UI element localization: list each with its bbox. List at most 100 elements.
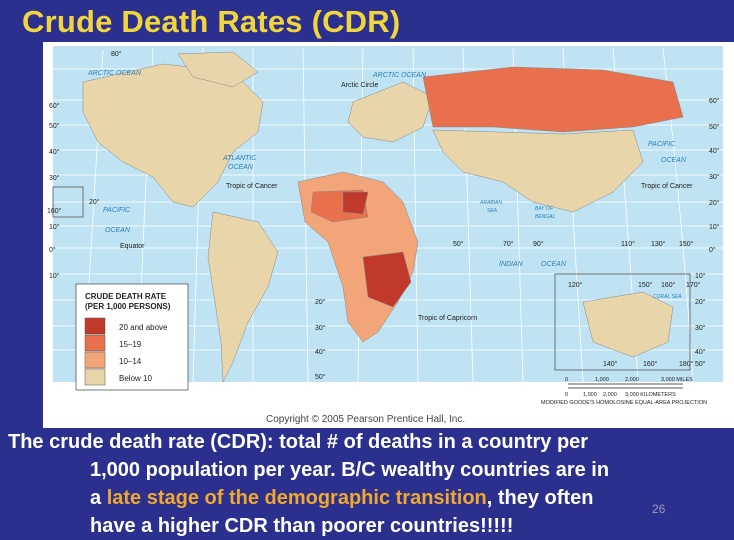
lat-left-2: 50° [49, 122, 60, 130]
land-southern-africa [362, 251, 412, 308]
body-line-1: The crude death rate (CDR): total # of d… [8, 431, 589, 453]
lat-right-8: 20° [695, 298, 706, 306]
label-arctic-right: ARCTIC OCEAN [372, 72, 427, 79]
label-atlantic: ATLANTIC [222, 155, 257, 162]
lat-left-13: 50° [315, 373, 326, 381]
land-niger-mali [342, 191, 369, 215]
label-arabian: ARABIAN [479, 200, 502, 206]
line-labels: Arctic Circle Tropic of Cancer Tropic of… [120, 82, 693, 322]
lat-right-0: 60° [709, 97, 720, 105]
land-russia [422, 66, 684, 133]
scale-mi-2: 2,000 [625, 377, 639, 383]
legend-swatch-2 [84, 334, 106, 352]
lat-right-4: 20° [709, 199, 720, 207]
lat-left-11: 30° [315, 324, 326, 332]
legend-label-4: Below 10 [119, 374, 152, 383]
lat-left-4: 30° [49, 174, 60, 182]
label-capricorn: Tropic of Capricorn [418, 315, 477, 322]
lon-inset-1: 150° [638, 281, 653, 289]
legend-label-2: 15–19 [119, 340, 142, 349]
label-bengal: BAY OF [535, 206, 554, 212]
lon-inset-2: 160° [661, 281, 676, 289]
body-line-4: have a higher CDR than poorer countries!… [90, 515, 514, 537]
lat-left-9: 10° [49, 272, 60, 280]
scale-km-2: 2,000 [603, 392, 617, 398]
lat-left-0: 80° [111, 50, 122, 58]
label-arabian-2: SEA [487, 208, 498, 214]
lon-mid-4: 130° [651, 240, 666, 248]
body-line-3-pre: a [90, 487, 107, 509]
label-indian: INDIAN [499, 261, 524, 268]
lat-left-10: 20° [315, 298, 326, 306]
land-asia [432, 129, 644, 213]
inset-frame [554, 273, 691, 371]
land-australia [582, 291, 674, 358]
body-line-3: a late stage of the demographic transiti… [8, 484, 732, 512]
lat-left-7: 10° [49, 223, 60, 231]
scale-km-0: 0 [565, 392, 568, 398]
lat-left-5: 20° [89, 198, 100, 206]
legend-label-1: 20 and above [119, 323, 168, 332]
label-pacific-right-2: OCEAN [661, 157, 687, 164]
lon-inset-6: 180° [679, 360, 694, 368]
legend-swatch-4 [84, 368, 106, 386]
label-equator: Equator [120, 243, 145, 250]
legend-label-3: 10–14 [119, 357, 142, 366]
world-map: CRUDE DEATH RATE (PER 1,000 PERSONS) 20 … [43, 42, 734, 428]
lat-right-3: 30° [709, 173, 720, 181]
scale-mi-1: 1,000 [595, 377, 609, 383]
label-atlantic-2: OCEAN [228, 164, 254, 171]
land-greenland [177, 51, 259, 88]
legend: CRUDE DEATH RATE (PER 1,000 PERSONS) 20 … [75, 283, 189, 391]
lat-left-6: 160° [47, 207, 62, 215]
lat-right-1: 50° [709, 123, 720, 131]
label-cancer-left: Tropic of Cancer [226, 183, 278, 190]
label-arctic-left: ARCTIC OCEAN [87, 70, 142, 77]
lon-inset-3: 170° [686, 281, 701, 289]
world-map-svg: CRUDE DEATH RATE (PER 1,000 PERSONS) 20 … [43, 46, 734, 428]
body-line-3-post: , they often [486, 487, 594, 509]
label-bengal-2: BENGAL [535, 214, 556, 220]
slide-number: 26 [652, 502, 666, 516]
lon-mid-1: 70° [503, 240, 514, 248]
lat-right-2: 40° [709, 147, 720, 155]
scale-km-3: 3,000 KILOMETERS [625, 392, 676, 398]
slide-body: The crude death rate (CDR): total # of d… [8, 428, 732, 540]
scale-mi-3: 3,000 MILES [661, 377, 693, 383]
lat-right-9: 30° [695, 324, 706, 332]
legend-swatch-3 [84, 351, 106, 369]
land-south-america [207, 211, 279, 383]
lat-right-11: 50° [695, 360, 706, 368]
lat-labels-right: 60° 50° 40° 30° 20° 10° 0° 10° 20° 30° 4… [695, 97, 720, 368]
slide-title: Crude Death Rates (CDR) [22, 4, 401, 39]
ocean-labels: ARCTIC OCEAN ARCTIC OCEAN ATLANTIC OCEAN… [87, 70, 687, 300]
lon-inset-5: 160° [643, 360, 658, 368]
label-pacific-right: PACIFIC [648, 141, 676, 148]
label-cancer-right: Tropic of Cancer [641, 183, 693, 190]
lat-left-1: 60° [49, 102, 60, 110]
lon-labels-mid: 50° 70° 90° 110° 130° 150° [453, 240, 694, 248]
scale-mi-0: 0 [565, 377, 568, 383]
lat-right-6: 0° [709, 246, 716, 254]
lat-labels-left: 80° 60° 50° 40° 30° 20° 160° 10° 0° 10° … [47, 50, 326, 381]
lat-left-3: 40° [49, 148, 60, 156]
body-line-2: 1,000 population per year. B/C wealthy c… [90, 459, 610, 481]
label-arctic-circle: Arctic Circle [341, 82, 378, 89]
scale-bar: 0 1,000 2,000 3,000 MILES 0 1,000 2,000 … [565, 377, 693, 398]
label-pacific-left: PACIFIC [103, 207, 131, 214]
lon-mid-3: 110° [621, 240, 635, 248]
legend-title: CRUDE DEATH RATE [85, 292, 167, 301]
lon-inset-4: 140° [603, 360, 618, 368]
lat-right-7: 10° [695, 272, 706, 280]
lat-right-5: 10° [709, 223, 720, 231]
lon-mid-2: 90° [533, 240, 544, 248]
label-pacific-left-2: OCEAN [105, 227, 131, 234]
hawaii-inset-frame [52, 186, 84, 218]
lat-left-8: 0° [49, 246, 56, 254]
lat-right-10: 40° [695, 348, 706, 356]
lon-mid-5: 150° [679, 240, 694, 248]
legend-swatch-1 [84, 317, 106, 335]
lon-labels-inset: 120° 150° 160° 170° 140° 160° 180° [568, 281, 701, 368]
scale-km-1: 1,000 [583, 392, 597, 398]
body-line-3-highlight: late stage of the demographic transition [106, 487, 487, 509]
